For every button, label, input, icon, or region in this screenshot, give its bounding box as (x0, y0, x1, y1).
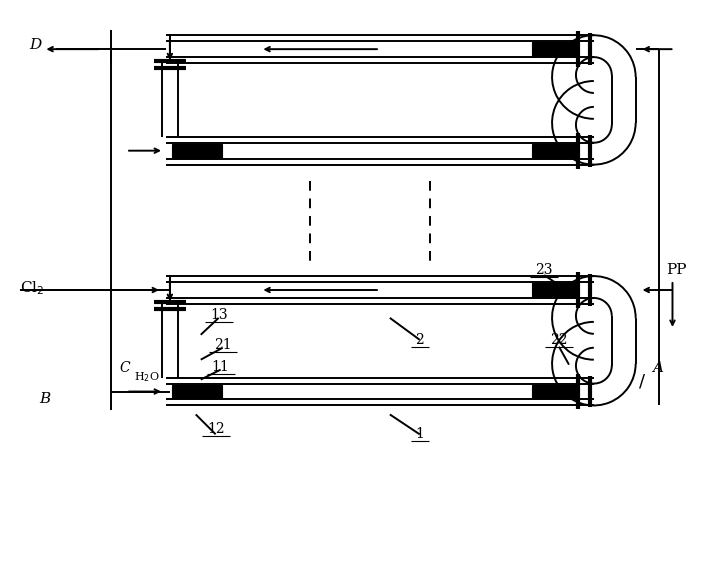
Bar (172, 384, 222, 398)
Bar (532, 384, 576, 398)
Bar (172, 144, 222, 158)
Bar (532, 42, 576, 56)
Text: /: / (639, 373, 644, 391)
Text: H$_2$O: H$_2$O (134, 371, 160, 384)
Text: 22: 22 (550, 333, 568, 347)
Text: PP: PP (666, 263, 687, 277)
Text: 13: 13 (210, 308, 228, 322)
Bar (532, 283, 576, 297)
Text: A: A (652, 360, 664, 374)
Bar (532, 144, 576, 158)
Text: 12: 12 (207, 423, 225, 437)
Text: Cl$_2$: Cl$_2$ (20, 279, 44, 297)
Text: 11: 11 (212, 360, 230, 374)
Text: 2: 2 (415, 333, 424, 347)
Text: 21: 21 (214, 338, 231, 352)
Text: C: C (119, 360, 130, 374)
Text: 1: 1 (415, 427, 424, 441)
Text: 23: 23 (535, 263, 553, 277)
Text: D: D (30, 38, 42, 52)
Text: B: B (40, 393, 51, 407)
